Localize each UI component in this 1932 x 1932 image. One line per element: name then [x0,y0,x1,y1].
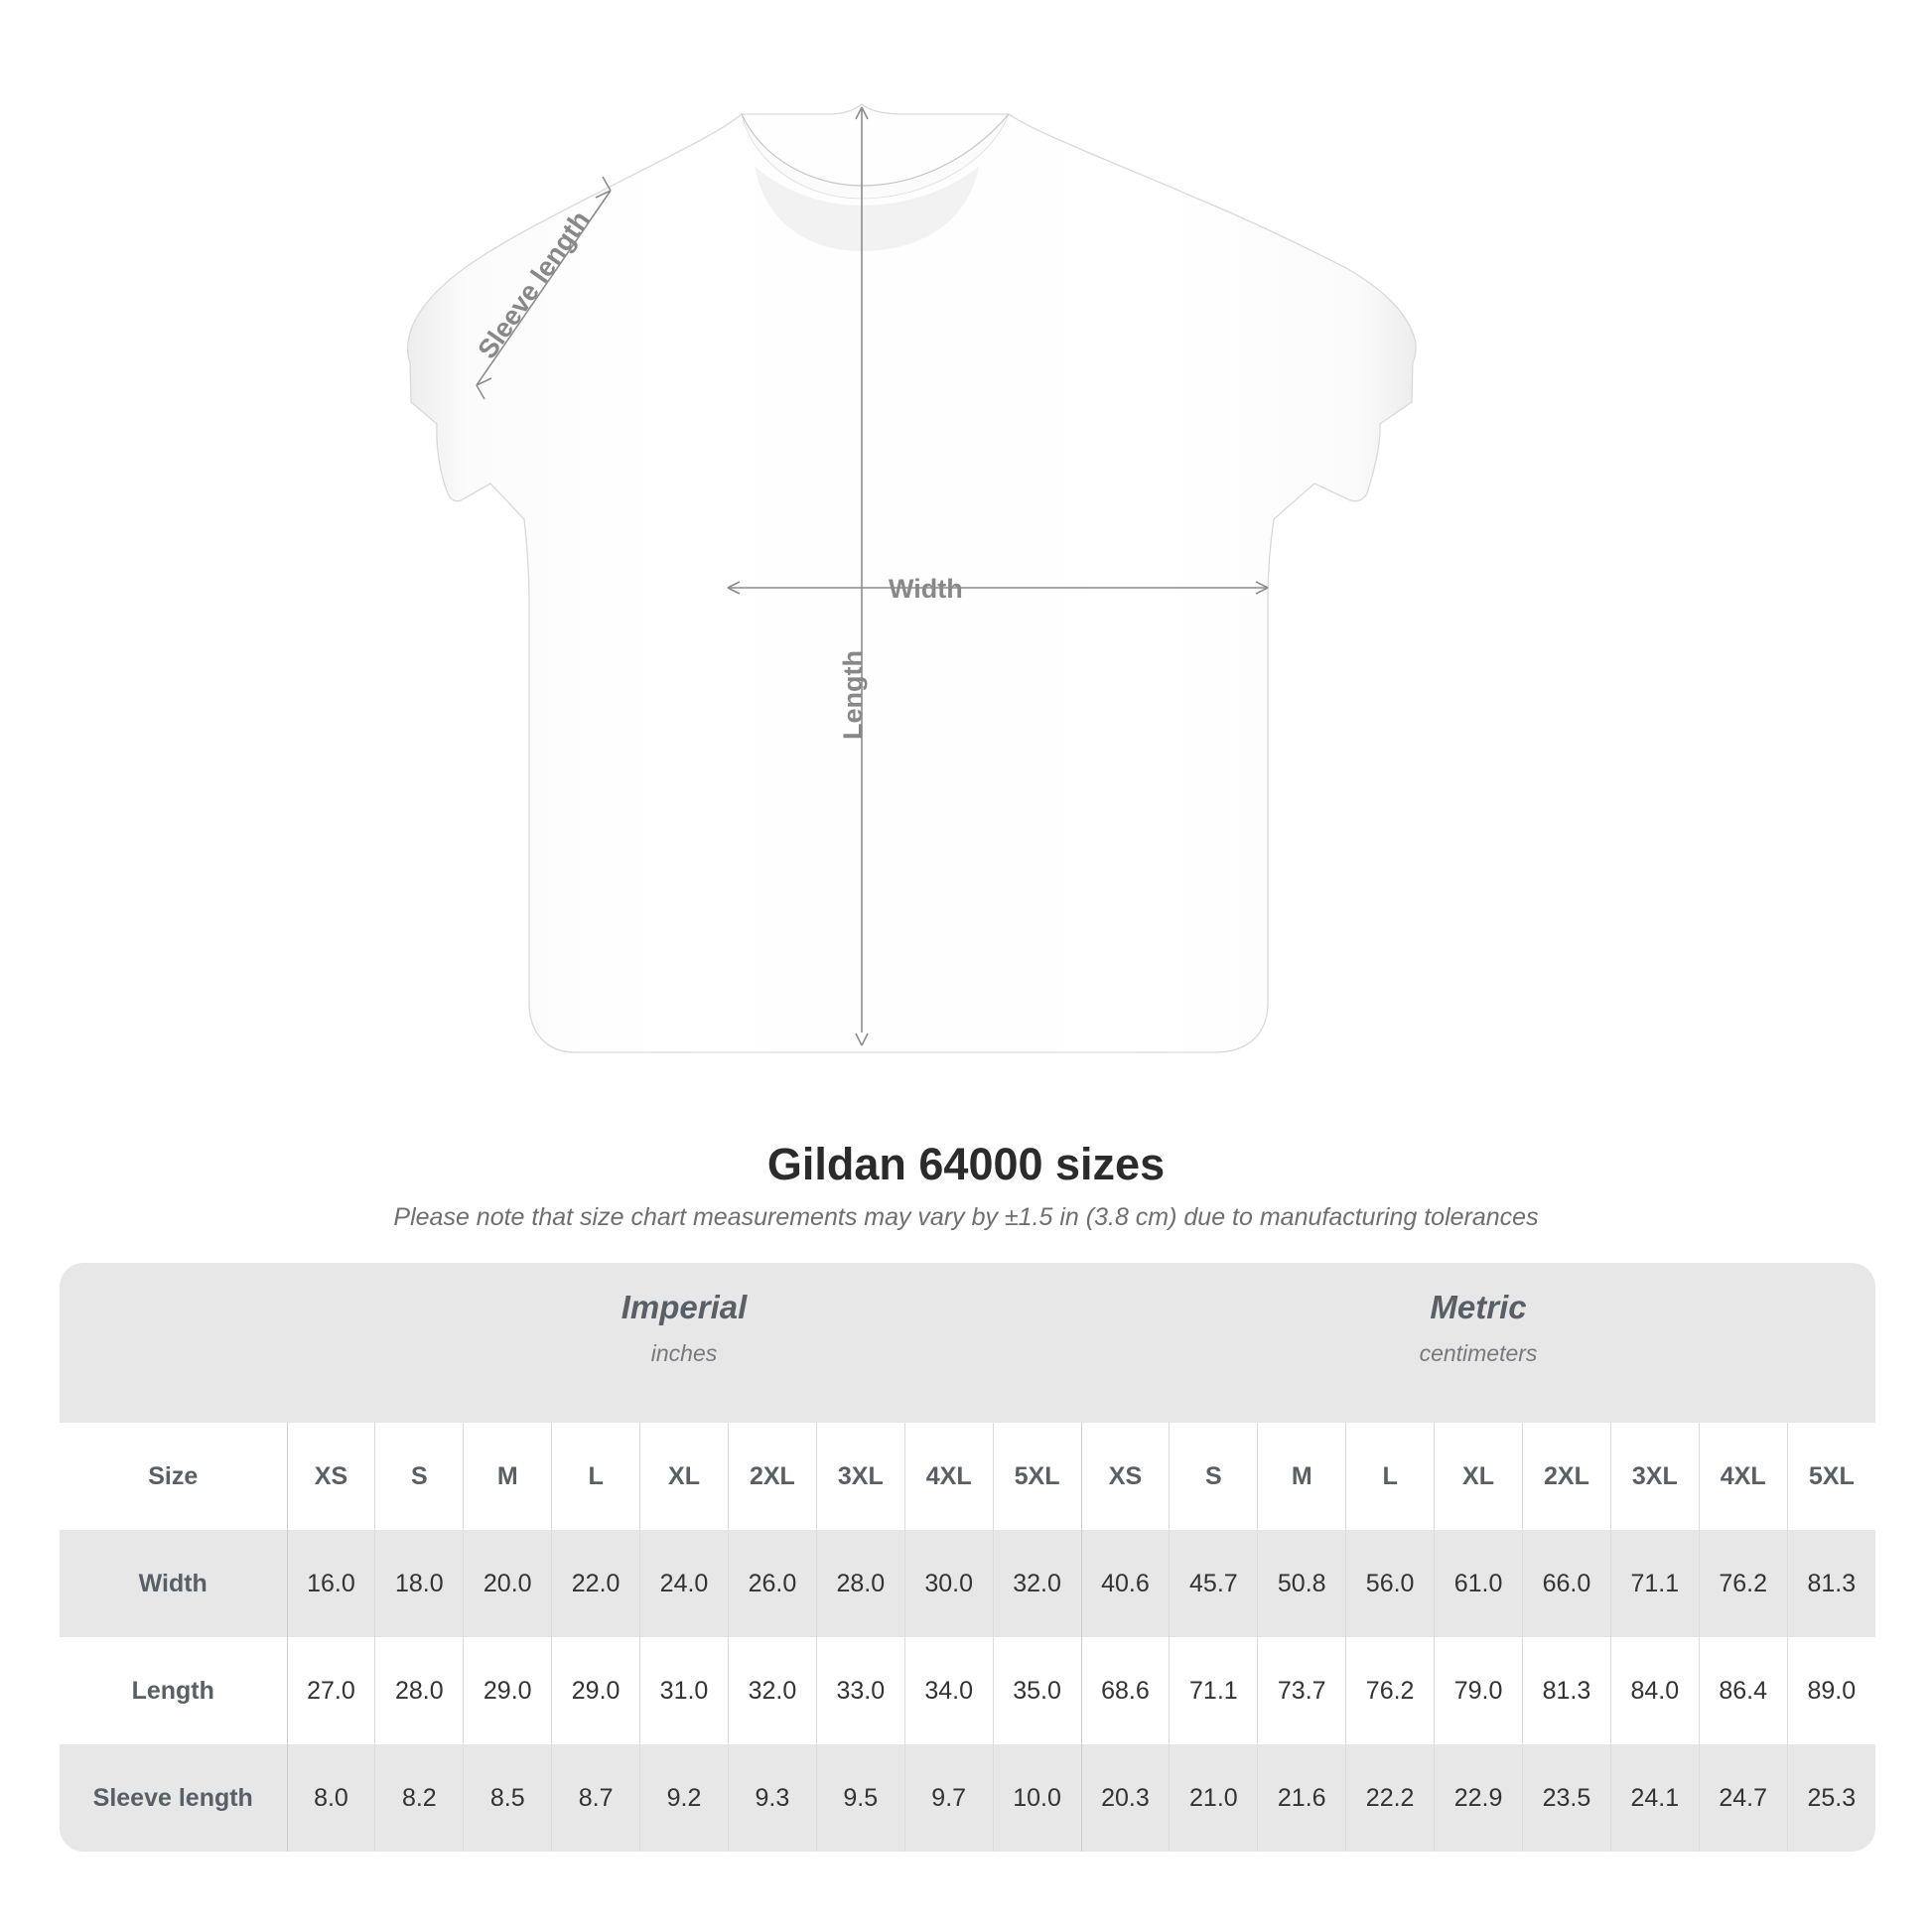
svg-text:Width: Width [889,574,963,604]
svg-text:Length: Length [838,650,868,740]
